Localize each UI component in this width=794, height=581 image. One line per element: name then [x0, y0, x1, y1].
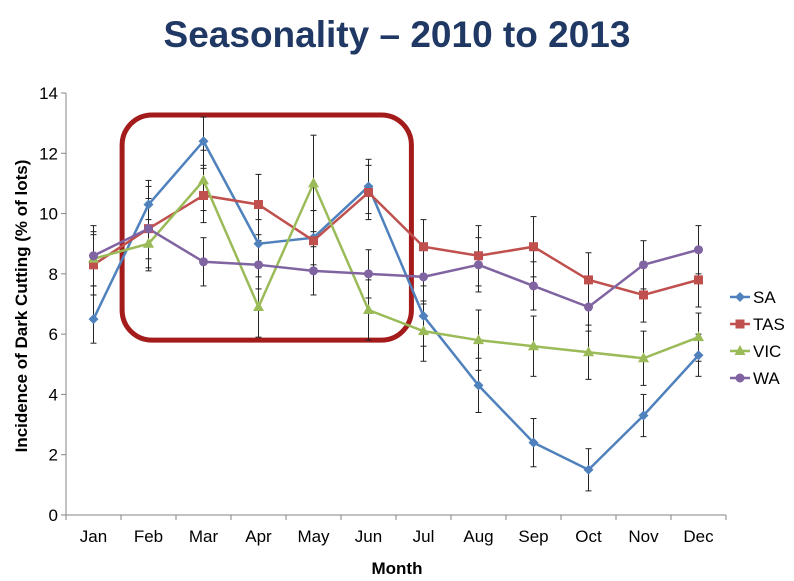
data-point-wa — [419, 272, 428, 282]
data-point-vic — [363, 304, 374, 315]
data-point-tas — [364, 187, 373, 197]
data-point-wa — [364, 269, 373, 279]
x-tick-label: Jul — [413, 527, 435, 546]
data-point-sa — [473, 380, 484, 391]
data-point-sa — [528, 437, 539, 448]
series-line-sa — [92, 139, 700, 472]
data-point-sa — [198, 136, 209, 147]
chart-title: Seasonality – 2010 to 2013 — [163, 14, 631, 55]
x-axis-label: Month — [372, 559, 423, 578]
legend-marker-wa — [735, 373, 745, 383]
data-point-tas — [419, 242, 428, 252]
data-point-sa — [253, 238, 264, 249]
data-point-wa — [199, 257, 208, 267]
x-tick-label: Mar — [189, 527, 219, 546]
series-line-wa — [92, 227, 699, 309]
x-tick-label: Dec — [683, 527, 714, 546]
y-axis-label: Incidence of Dark Cutting (% of lots) — [12, 160, 31, 453]
y-tick-label: 14 — [39, 84, 58, 103]
data-point-wa — [309, 266, 318, 276]
data-point-tas — [89, 260, 98, 270]
data-point-wa — [254, 260, 263, 270]
x-tick-label: Oct — [575, 527, 602, 546]
x-tick-label: Apr — [245, 527, 272, 546]
data-point-vic — [198, 174, 209, 185]
data-point-tas — [584, 275, 593, 285]
data-point-vic — [253, 301, 264, 312]
data-point-tas — [309, 236, 318, 246]
highlight-box — [119, 112, 414, 343]
data-point-tas — [199, 190, 208, 200]
legend-label-vic: VIC — [753, 342, 781, 361]
y-tick-label: 0 — [49, 506, 58, 525]
data-point-vic — [528, 340, 539, 351]
data-point-vic — [693, 331, 704, 342]
legend-label-wa: WA — [753, 369, 780, 388]
x-tick-label: May — [297, 527, 330, 546]
data-point-sa — [143, 199, 154, 210]
x-tick-label: Aug — [463, 527, 493, 546]
data-point-tas — [694, 275, 703, 285]
legend-marker-sa — [735, 292, 745, 302]
x-tick-label: Jan — [80, 527, 107, 546]
y-tick-label: 8 — [49, 265, 58, 284]
data-point-vic — [418, 325, 429, 336]
data-point-sa — [638, 410, 649, 421]
data-point-wa — [584, 302, 593, 312]
data-point-vic — [143, 237, 154, 248]
data-point-sa — [583, 464, 594, 475]
data-point-tas — [529, 242, 538, 252]
x-tick-label: Jun — [355, 527, 382, 546]
data-point-wa — [474, 260, 483, 270]
y-tick-label: 10 — [39, 205, 58, 224]
data-point-vic — [308, 177, 319, 188]
data-point-tas — [254, 200, 263, 210]
data-point-wa — [639, 260, 648, 270]
legend-label-tas: TAS — [753, 315, 785, 334]
y-tick-label: 6 — [49, 325, 58, 344]
data-point-vic — [473, 334, 484, 345]
data-point-vic — [638, 352, 649, 363]
x-tick-label: Feb — [134, 527, 163, 546]
data-point-wa — [529, 281, 538, 291]
x-tick-label: Nov — [628, 527, 659, 546]
y-tick-label: 12 — [39, 144, 58, 163]
legend-marker-vic — [734, 345, 746, 355]
legend-marker-tas — [735, 319, 745, 329]
data-point-tas — [639, 290, 648, 300]
x-tick-label: Sep — [518, 527, 548, 546]
y-tick-label: 2 — [49, 446, 58, 465]
data-point-sa — [418, 311, 429, 322]
series-line-tas — [92, 190, 699, 297]
legend-label-sa: SA — [753, 288, 776, 307]
data-point-tas — [474, 251, 483, 261]
data-point-sa — [88, 314, 99, 325]
series-line-vic — [93, 178, 699, 360]
data-point-wa — [694, 245, 703, 255]
data-point-sa — [693, 350, 704, 361]
data-point-vic — [583, 346, 594, 357]
data-point-wa — [144, 224, 153, 234]
data-point-wa — [89, 251, 98, 261]
y-tick-label: 4 — [49, 385, 58, 404]
